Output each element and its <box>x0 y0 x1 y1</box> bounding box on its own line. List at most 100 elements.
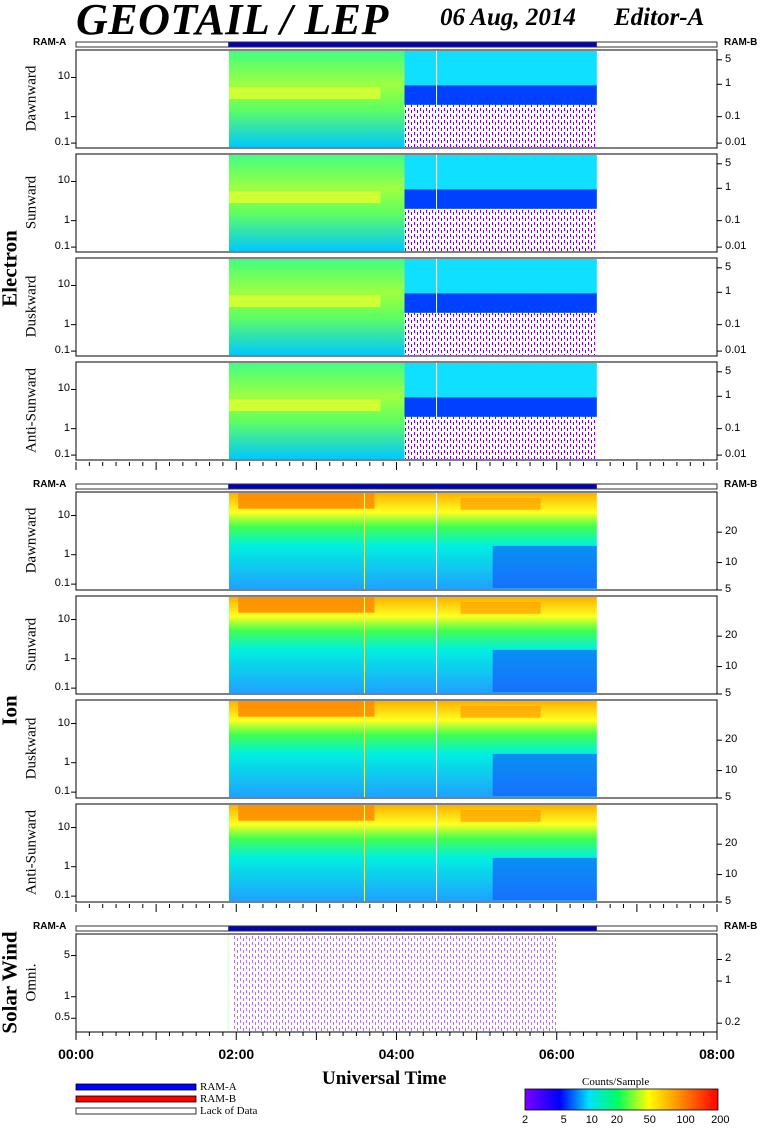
panel-label-1-2: Duskward <box>23 717 40 780</box>
y-tick-label-right: 5 <box>725 895 732 907</box>
colorbar-title: Counts/Sample <box>582 1076 650 1088</box>
y-tick-label-left: 1 <box>63 317 70 330</box>
y-tick-label-right: 10 <box>725 659 738 672</box>
x-tick-label: 08:00 <box>699 1046 735 1062</box>
ram-bar-coverage <box>228 42 597 47</box>
colorbar-tick-label: 50 <box>643 1114 656 1126</box>
ram-bar-coverage <box>228 926 597 931</box>
ram-a-label: RAM-A <box>33 37 67 48</box>
y-tick-label-right: 5 <box>725 260 732 273</box>
y-tick-label-left: 0.1 <box>54 448 70 461</box>
spectrogram-late-lower <box>404 208 597 251</box>
group-label-ion: Ion <box>0 695 22 726</box>
legend-lack-of-data: Lack of Data <box>200 1105 258 1117</box>
colorbar-tick-label: 5 <box>560 1114 567 1126</box>
y-tick-label-right: 20 <box>725 525 738 538</box>
y-tick-label-left: 10 <box>57 382 70 395</box>
chart-editor: Editor-A <box>614 4 705 31</box>
y-tick-label-left: 1 <box>63 989 70 1002</box>
ram-bar-coverage <box>228 484 597 489</box>
y-tick-label-right: 1 <box>725 77 732 90</box>
y-tick-label-right: 0.2 <box>725 1016 741 1029</box>
colorbar-tick-label: 100 <box>676 1114 695 1126</box>
spectrogram-band <box>228 191 381 203</box>
y-tick-label-left: 0.1 <box>54 577 70 590</box>
spectrogram-low <box>492 649 597 692</box>
ram-a-label: RAM-A <box>33 921 67 932</box>
y-tick-label-right: 0.01 <box>725 344 747 357</box>
spectrogram-low <box>492 857 597 900</box>
y-tick-label-left: 10 <box>57 278 70 291</box>
y-tick-label-left: 10 <box>57 820 70 833</box>
ram-b-label: RAM-B <box>724 37 758 48</box>
spectrogram-late-upper <box>404 51 597 86</box>
y-tick-label-left: 0.1 <box>54 240 70 253</box>
y-tick-label-right: 20 <box>725 733 738 746</box>
ram-a-label: RAM-A <box>33 479 67 490</box>
y-tick-label-right: 5 <box>725 791 732 803</box>
spectrogram-late-lower <box>404 416 597 459</box>
y-tick-label-right: 0.01 <box>725 136 747 149</box>
spectrogram-late-lower <box>404 104 597 147</box>
y-tick-label-left: 5 <box>63 948 70 961</box>
spectrogram-peak <box>238 701 375 717</box>
panel-label-0-3: Anti-Sunward <box>23 368 40 453</box>
spectrogram-peak-late <box>460 498 541 510</box>
spectrogram-peak <box>238 597 375 613</box>
panel-label-0-1: Sunward <box>23 175 40 230</box>
y-tick-label-right: 10 <box>725 867 738 880</box>
y-tick-label-right: 1 <box>725 389 732 402</box>
spectrogram-band <box>228 87 381 99</box>
y-tick-label-right: 5 <box>725 364 732 377</box>
spectrogram-late-mid <box>404 397 597 417</box>
y-tick-label-left: 1 <box>63 421 70 434</box>
y-tick-label-left: 1 <box>63 547 70 560</box>
group-label-solar-wind: Solar Wind <box>0 931 22 1034</box>
panel-label-1-0: Dawnward <box>23 507 40 574</box>
y-tick-label-left: 10 <box>57 716 70 729</box>
spectrogram-peak-late <box>460 602 541 614</box>
x-tick-label: 02:00 <box>218 1046 255 1062</box>
spectrogram-low <box>492 753 597 796</box>
panel-label-1-1: Sunward <box>23 617 40 672</box>
y-tick-label-right: 0.1 <box>725 109 741 122</box>
y-tick-label-left: 0.1 <box>54 889 70 902</box>
chart-date: 06 Aug, 2014 <box>440 4 576 31</box>
y-tick-label-right: 1 <box>725 285 732 298</box>
spectrogram-late-mid <box>404 189 597 209</box>
panel-label-1-3: Anti-Sunward <box>23 810 40 895</box>
y-tick-label-right: 1 <box>725 974 732 987</box>
y-tick-label-right: 20 <box>725 629 738 642</box>
spectrogram-band <box>228 399 381 411</box>
y-tick-label-right: 1 <box>725 181 732 194</box>
y-tick-label-right: 0.1 <box>725 213 741 226</box>
legend-ram-b: RAM-B <box>200 1093 237 1105</box>
chart-title: GEOTAIL / LEP <box>76 0 389 44</box>
y-tick-label-right: 5 <box>725 687 732 699</box>
spectrogram-late-mid <box>404 293 597 313</box>
y-tick-label-left: 1 <box>63 213 70 226</box>
spectrogram-late-upper <box>404 363 597 398</box>
y-tick-label-left: 10 <box>57 612 70 625</box>
x-tick-label: 00:00 <box>58 1046 94 1062</box>
y-tick-label-left: 10 <box>57 174 70 187</box>
y-tick-label-left: 1 <box>63 859 70 872</box>
y-tick-label-right: 0.01 <box>725 240 747 253</box>
y-tick-label-left: 0.1 <box>54 785 70 798</box>
spectrogram-late-upper <box>404 259 597 294</box>
panel-label-0-0: Dawnward <box>23 65 40 132</box>
y-tick-label-right: 10 <box>725 555 738 568</box>
colorbar-tick-label: 2 <box>522 1114 529 1126</box>
spectrogram-band <box>228 295 381 307</box>
spectrogram-peak <box>238 493 375 509</box>
spectrogram-late-mid <box>404 85 597 105</box>
y-tick-label-left: 10 <box>57 508 70 521</box>
y-tick-label-right: 0.1 <box>725 317 741 330</box>
spectrogram-peak-late <box>460 706 541 718</box>
y-tick-label-left: 0.5 <box>54 1011 70 1024</box>
colorbar-tick-label: 10 <box>585 1114 598 1126</box>
y-tick-label-left: 1 <box>63 755 70 768</box>
legend-ram-a: RAM-A <box>200 1081 237 1093</box>
spectrogram-low <box>492 545 597 588</box>
